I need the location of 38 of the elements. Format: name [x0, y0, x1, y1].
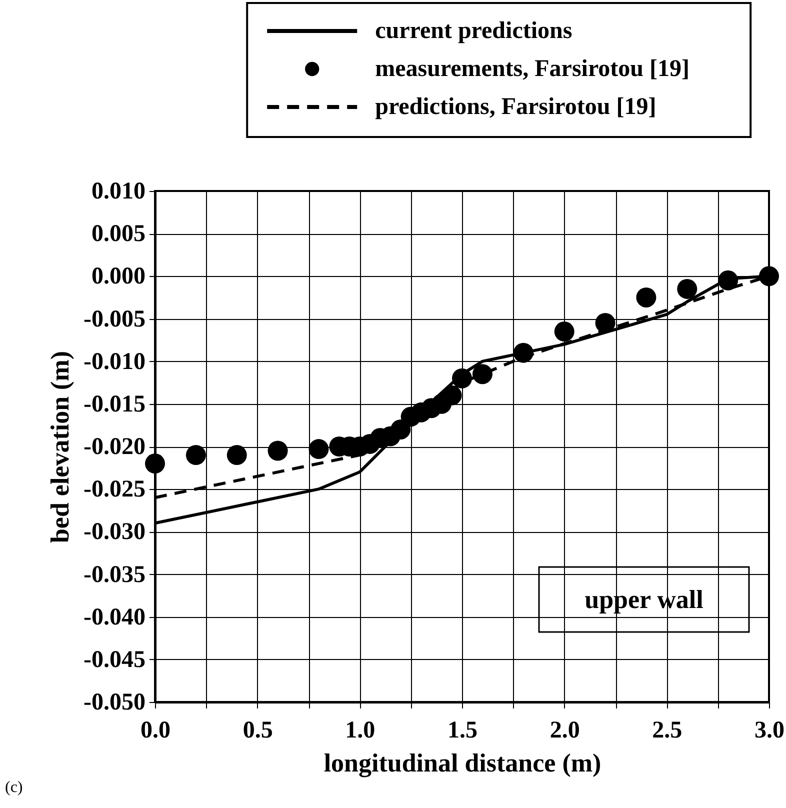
- x-tick-label: 0.5: [242, 718, 273, 744]
- x-tick-label: 2.5: [652, 718, 682, 744]
- y-tick-label: -0.030: [84, 519, 146, 546]
- y-axis-title: bed elevation (m): [46, 350, 75, 544]
- y-tick-label: -0.040: [84, 604, 146, 630]
- y-tick-label: -0.025: [84, 476, 146, 503]
- point: [636, 287, 656, 308]
- legend-label: current predictions: [375, 18, 572, 44]
- x-tick-label: 1.0: [345, 718, 376, 744]
- y-tick-label: -0.010: [84, 348, 146, 375]
- y-tick-label: -0.050: [84, 690, 146, 716]
- x-axis-title: longitudinal distance (m): [324, 748, 602, 778]
- y-tick-label: -0.005: [84, 306, 146, 332]
- point: [308, 439, 329, 460]
- y-tick-label: -0.035: [84, 562, 146, 588]
- x-tick-label: 2.0: [550, 718, 580, 744]
- x-tick-label: 0.0: [140, 718, 170, 744]
- legend-label: measurements, Farsirotou [19]: [375, 56, 690, 82]
- point: [226, 445, 247, 465]
- point: [452, 368, 472, 388]
- point: [145, 454, 165, 474]
- y-tick-label: 0.000: [92, 264, 146, 290]
- y-tick-label: 0.010: [92, 178, 146, 204]
- x-tick-label: 3.0: [754, 718, 784, 744]
- y-tick-label: 0.005: [92, 221, 146, 248]
- point: [677, 278, 698, 299]
- point: [759, 266, 779, 286]
- point: [268, 440, 288, 461]
- y-tick-label: -0.015: [84, 391, 146, 418]
- point: [186, 445, 206, 465]
- y-tick-label: -0.020: [84, 434, 146, 460]
- x-tick-label: 1.5: [448, 718, 478, 744]
- point: [554, 322, 574, 342]
- y-tick-label: -0.045: [84, 646, 146, 673]
- text: (c): [5, 779, 23, 796]
- legend-label: predictions, Farsirotou [19]: [375, 94, 656, 120]
- point: [718, 270, 738, 290]
- point: [595, 313, 616, 333]
